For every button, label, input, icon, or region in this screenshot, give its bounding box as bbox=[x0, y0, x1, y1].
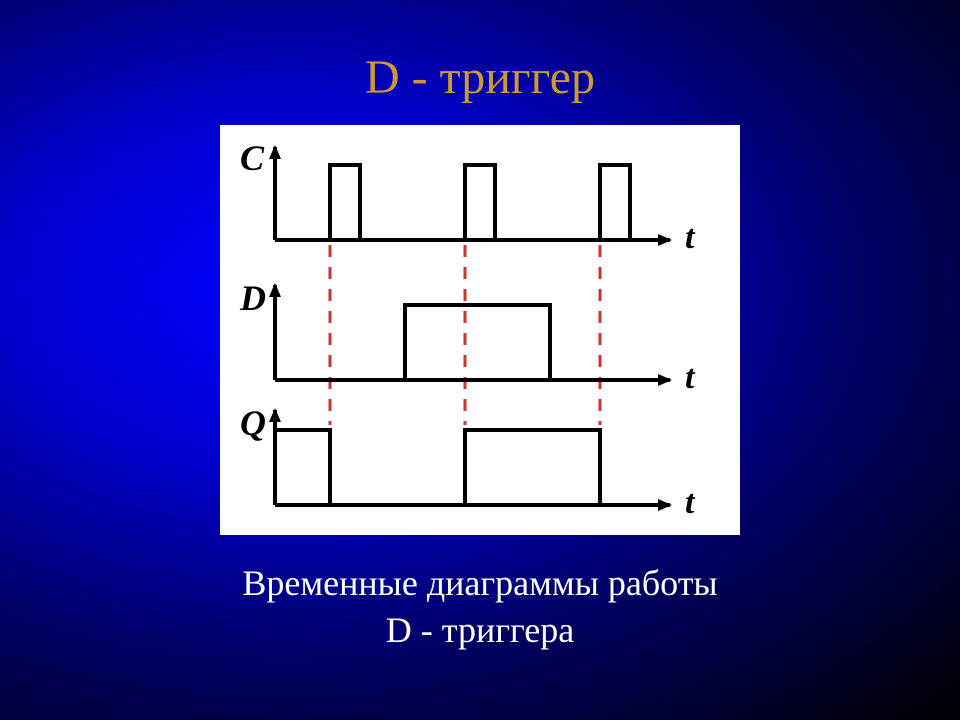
svg-text:C: C bbox=[240, 138, 265, 178]
slide-caption: Временные диаграммы работы D - триггера bbox=[242, 560, 717, 654]
slide: D - триггер Ct Dt Qt Временные диаграммы р… bbox=[0, 0, 960, 720]
caption-line-2: D - триггера bbox=[242, 607, 717, 654]
svg-text:t: t bbox=[685, 219, 696, 256]
svg-text:Q: Q bbox=[240, 403, 266, 443]
slide-title: D - триггер bbox=[365, 50, 595, 105]
svg-text:t: t bbox=[685, 359, 696, 396]
caption-line-1: Временные диаграммы работы bbox=[242, 560, 717, 607]
svg-text:D: D bbox=[239, 278, 266, 318]
svg-text:t: t bbox=[685, 484, 696, 521]
timing-diagram-svg: Ct Dt Qt bbox=[220, 125, 740, 535]
timing-diagram: Ct Dt Qt bbox=[220, 125, 740, 535]
